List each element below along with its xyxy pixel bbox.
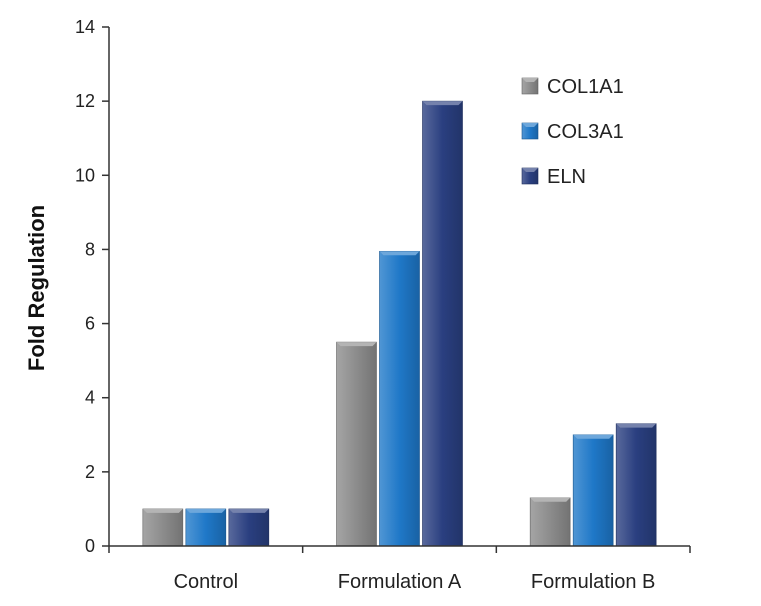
y-tick-label: 10	[75, 165, 95, 185]
legend-label: COL1A1	[547, 76, 624, 98]
legend-item-col1a1: COL1A1	[521, 76, 624, 98]
x-tick-label: Control	[174, 571, 238, 593]
legend-item-col3a1: COL3A1	[521, 121, 624, 143]
y-tick-label: 2	[85, 462, 95, 482]
y-tick-label: 6	[85, 314, 95, 334]
y-tick-label: 0	[85, 536, 95, 556]
bar-col1a1-formulation-b	[529, 497, 571, 547]
x-tick-label: Formulation B	[531, 571, 656, 593]
y-axis-title: Fold Regulation	[24, 205, 49, 371]
bars-group	[142, 100, 657, 547]
y-tick-label: 14	[75, 17, 95, 37]
bar-col3a1-formulation-a	[379, 250, 420, 547]
bar-col3a1-formulation-b	[572, 434, 614, 547]
y-tick-label: 8	[85, 239, 95, 259]
x-tick-label: Formulation A	[338, 571, 462, 593]
legend-item-eln: ELN	[521, 166, 586, 188]
bar-eln-control	[228, 508, 270, 547]
bar-col3a1-control	[185, 508, 227, 547]
bar-eln-formulation-b	[615, 423, 657, 547]
y-tick-label: 12	[75, 91, 95, 111]
legend-label: COL3A1	[547, 121, 624, 143]
y-tick-label: 4	[85, 388, 95, 408]
legend: COL1A1 COL3A1 ELN	[521, 76, 624, 188]
legend-label: ELN	[547, 166, 586, 188]
y-axis: 0 2 4 6 8 10 12 14	[75, 17, 110, 556]
bar-col1a1-formulation-a	[336, 341, 377, 547]
bar-col1a1-control	[142, 508, 184, 547]
x-axis: Control Formulation A Formulation B	[108, 545, 691, 593]
bar-eln-formulation-a	[422, 100, 463, 547]
